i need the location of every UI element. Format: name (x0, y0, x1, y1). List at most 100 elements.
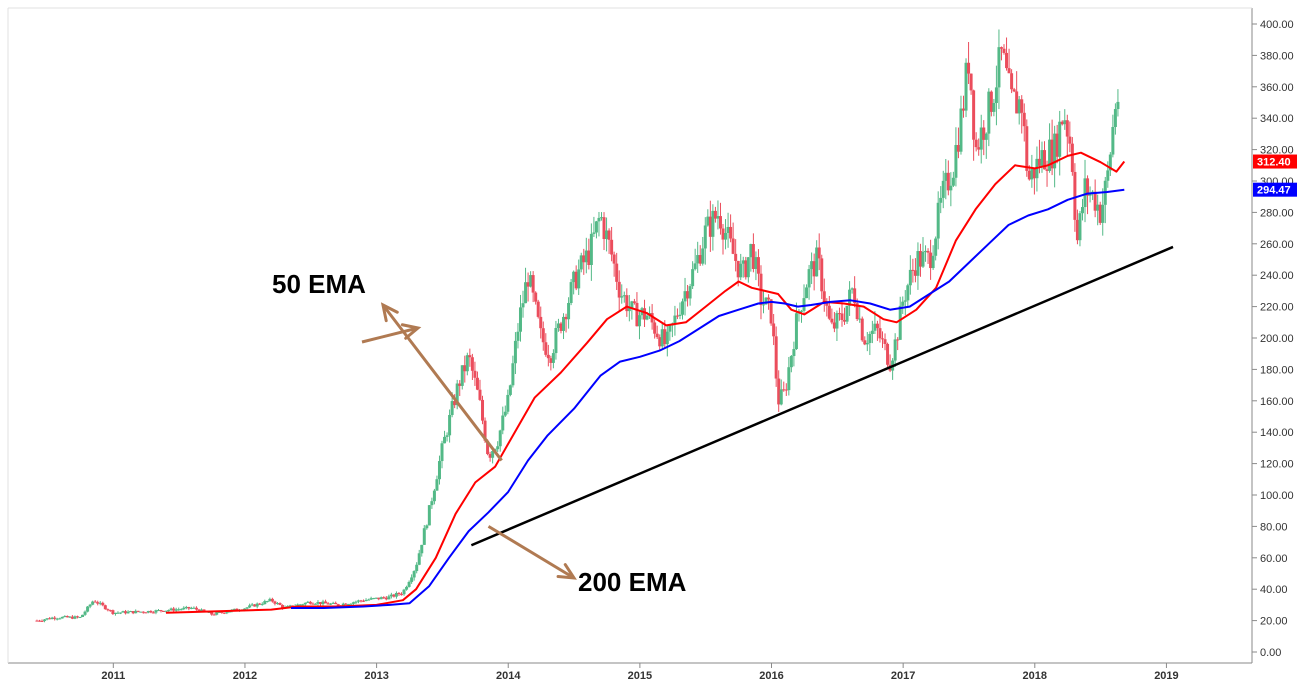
candle-body (845, 305, 849, 322)
candle-body (878, 328, 882, 339)
candle-body (1012, 89, 1016, 92)
candle-body (653, 322, 657, 334)
candle-body (855, 303, 859, 320)
candle-body (665, 331, 669, 345)
candle-body (496, 446, 500, 450)
candle-body (660, 329, 664, 347)
candle-body (630, 301, 634, 309)
candle-body (534, 292, 538, 302)
candle-body (977, 147, 981, 150)
candle-body (835, 313, 839, 329)
candle-body (632, 301, 636, 303)
candle-body (116, 612, 120, 614)
candle-body (1101, 204, 1105, 223)
candle-body (696, 255, 700, 264)
candle-body (610, 239, 614, 255)
candle-body (883, 339, 887, 344)
candle-body (941, 180, 945, 198)
candle-body (486, 440, 490, 455)
candle-body (1048, 139, 1052, 171)
candle-body (430, 501, 434, 506)
candle-body (908, 269, 912, 286)
time-tick-label: 2019 (1154, 670, 1178, 682)
candle-body (455, 383, 459, 406)
candle-body (805, 287, 809, 299)
candle-body (754, 257, 758, 269)
candle-body (389, 594, 393, 597)
price-tick-label: 160.00 (1260, 396, 1294, 408)
candle-body (739, 263, 743, 278)
candle-body (503, 411, 507, 416)
candle-body (863, 340, 867, 345)
candle-body (402, 589, 406, 595)
candle-body (1007, 68, 1011, 74)
candle-body (1080, 207, 1084, 214)
candle-body (592, 232, 596, 234)
candle-body (450, 401, 454, 415)
price-tick-label: 140.00 (1260, 427, 1294, 439)
candle-body (749, 244, 753, 258)
candle-body (63, 615, 67, 617)
candle-body (1017, 99, 1021, 114)
candle-body (301, 604, 305, 606)
price-tick-label: 120.00 (1260, 459, 1294, 471)
candle-body (48, 618, 52, 620)
candle-body (473, 370, 477, 378)
candle-body (458, 383, 462, 386)
price-tick-label: 400.00 (1260, 19, 1294, 31)
candle-body (384, 597, 388, 600)
candle-body (58, 618, 62, 620)
candle-body (711, 210, 715, 237)
price-tag-label: 312.40 (1257, 157, 1291, 169)
candle-body (701, 248, 705, 264)
candle-body (1055, 133, 1059, 157)
candle-body (1010, 73, 1014, 90)
support-trendline (470, 245, 1174, 547)
candle-body (91, 601, 95, 605)
candle-body (559, 323, 563, 331)
candle-body (607, 230, 611, 240)
candle-body (491, 451, 495, 458)
candle-body (50, 617, 54, 620)
price-tick-label: 320.00 (1260, 145, 1294, 157)
candle-body (65, 615, 69, 618)
candle-body (1015, 91, 1019, 114)
candle-body (577, 269, 581, 289)
candle-body (448, 414, 452, 436)
candle-body (298, 604, 302, 606)
candle-body (265, 601, 269, 603)
candle-body (377, 597, 381, 600)
candle-body (93, 601, 97, 603)
candle-body (744, 260, 748, 278)
candle-body (706, 216, 710, 226)
candle-body (197, 609, 201, 612)
candle-body (830, 318, 834, 323)
candle-body (321, 601, 325, 605)
candle-body (1078, 213, 1082, 241)
ema-series (165, 151, 1126, 614)
time-tick-label: 2016 (759, 670, 783, 682)
candle-body (250, 604, 254, 606)
candle-body (202, 609, 206, 612)
candle-body (524, 282, 528, 304)
candle-body (645, 315, 649, 320)
candle-body (1108, 154, 1112, 171)
candle-body (832, 322, 836, 329)
candle-body (324, 601, 328, 604)
candle-body (1073, 171, 1077, 220)
time-tick-label: 2015 (628, 670, 652, 682)
candle-body (779, 389, 783, 405)
candle-body (964, 62, 968, 111)
candle-body (53, 617, 57, 619)
candle-body (306, 601, 310, 603)
candle-body (1005, 52, 1009, 69)
candle-body (106, 609, 110, 611)
candle-body (40, 620, 44, 622)
candle-body (746, 257, 750, 278)
candle-body (921, 251, 925, 267)
candle-body (716, 216, 720, 219)
candle-body (427, 505, 431, 526)
candle-body (119, 612, 123, 614)
candle-body (129, 611, 133, 613)
